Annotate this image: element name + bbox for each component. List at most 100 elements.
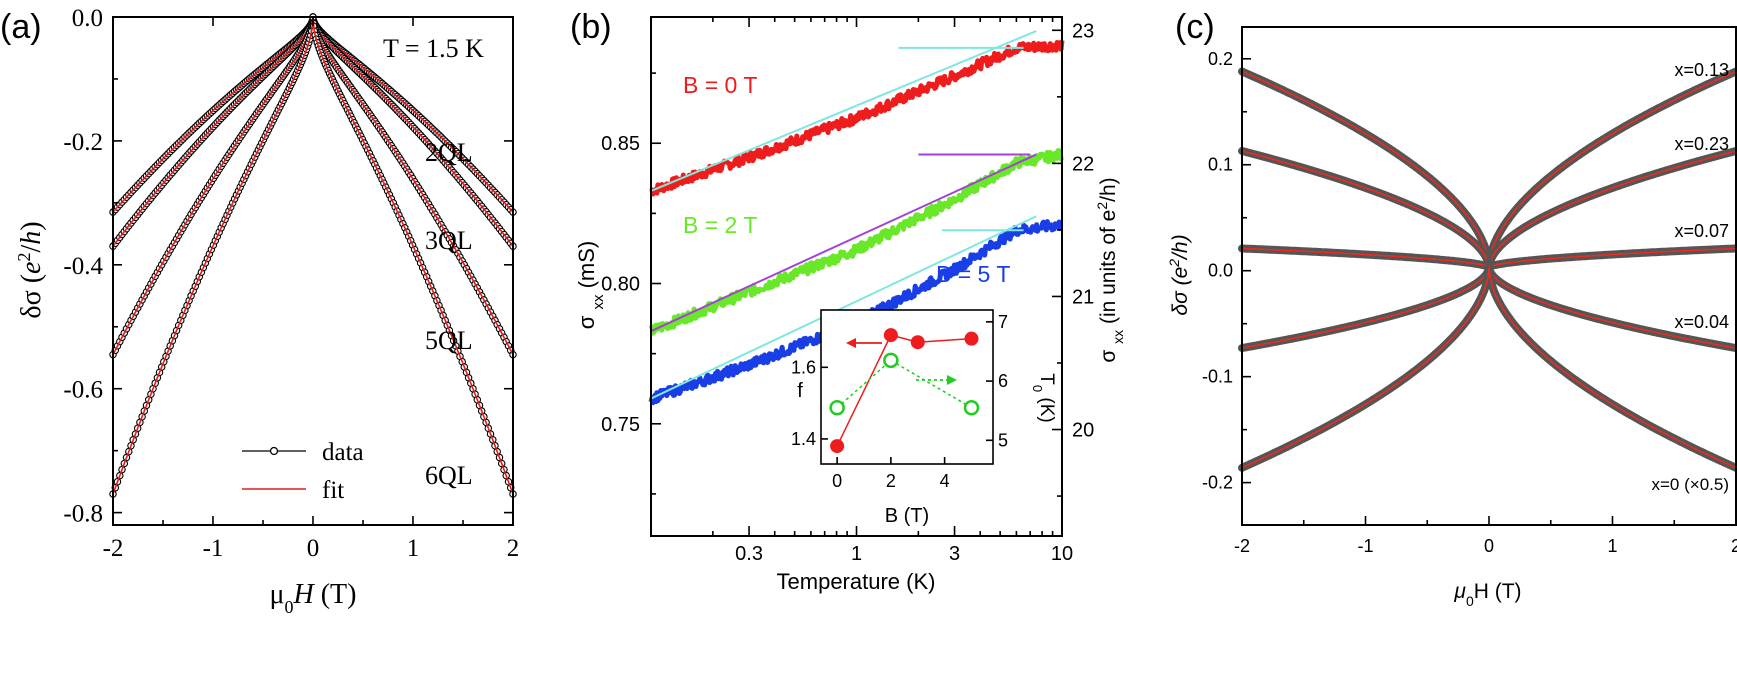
y-tick-label: -0.2 <box>1202 473 1233 493</box>
panel-c-ticks: -2 -1 0 1 2 0.2 0.1 0.0 -0.1 -0.2 <box>1202 49 1737 556</box>
series-label-c023: x=0.23 <box>1674 134 1729 154</box>
y-tick-label: -0.8 <box>63 501 103 528</box>
right-y-tick-label: 21 <box>1072 286 1094 308</box>
legend-fit-label: fit <box>322 477 344 504</box>
y-tick-label: -0.6 <box>63 377 103 404</box>
panel-c-label: (c) <box>1175 8 1215 46</box>
series-c4-data <box>1238 267 1737 472</box>
panel-a-ticks: -2 -1 0 1 2 0.0 -0.2 -0.4 -0.6 -0.8 <box>63 5 519 562</box>
x-tick-label: 1 <box>1607 536 1617 556</box>
legend-data-label: data <box>322 439 364 466</box>
panel-c-x-axis-label: μ0H (T) <box>1453 580 1521 609</box>
series-label-b5: B = 5 T <box>936 261 1010 287</box>
inset-x-axis-label: B (T) <box>885 505 929 527</box>
inset-y-axis-label: f <box>797 380 803 402</box>
panel-c: (c) -2 -1 0 1 2 0.2 0.1 0.0 -0.1 -0.2 x=0.13 x=0.… <box>1166 8 1737 609</box>
inset-right-y-tick-label: 6 <box>998 371 1008 391</box>
panel-c-y-axis-label: δσ (e2/h) <box>1166 234 1192 315</box>
series-label-6ql: 6QL <box>425 461 473 490</box>
panel-b-right-axis-label: σ xx (in units of e2/h) <box>1094 177 1126 362</box>
inset-t0-line <box>836 359 972 409</box>
x-tick-label: 0 <box>1484 536 1494 556</box>
series-label-3ql: 3QL <box>425 226 473 255</box>
inset-f-point <box>910 335 925 350</box>
inset-right-arrowhead <box>947 375 957 385</box>
inset-content: 0 2 4 1.4 1.6 5 6 7 <box>791 312 1008 491</box>
inset-y-tick-label: 1.4 <box>791 429 816 449</box>
y-tick-label: 0.1 <box>1208 155 1233 175</box>
right-y-tick-label: 20 <box>1072 420 1094 442</box>
fit-line-b0 <box>650 30 1037 192</box>
right-y-tick-label: 23 <box>1072 20 1094 42</box>
series-b1-data <box>648 148 1065 336</box>
inset-right-y-tick-label: 5 <box>998 430 1008 450</box>
panel-a: (a) -2 -1 0 1 2 0.0 -0.2 -0.4 -0.6 -0.8 T = 1.5 K… <box>0 5 519 617</box>
panel-b-label: (b) <box>570 8 612 46</box>
inset-t0-point <box>829 399 845 416</box>
inset-f-point <box>964 331 979 346</box>
fit-line-b2 <box>650 215 1037 400</box>
x-tick-label: -1 <box>1357 536 1373 556</box>
inset-y-tick-label: 1.6 <box>791 357 816 377</box>
panel-a-label: (a) <box>0 8 42 46</box>
y-tick-label: 0.0 <box>1208 261 1233 281</box>
x-tick-label: 0.3 <box>735 543 763 565</box>
series-label-b0: B = 0 T <box>683 72 757 98</box>
x-tick-label: -2 <box>103 535 124 562</box>
series-label-2ql: 2QL <box>425 138 473 167</box>
panel-a-legend: data fit <box>242 439 364 504</box>
y-tick-label: 0.80 <box>601 274 640 296</box>
inset-f-line <box>836 334 972 447</box>
y-tick-label: -0.1 <box>1202 367 1233 387</box>
series-5ql-markers <box>109 13 517 359</box>
legend-data-marker <box>269 446 279 456</box>
y-tick-label: 0.75 <box>601 414 640 436</box>
x-tick-label: 2 <box>1731 536 1737 556</box>
series-b1-line <box>648 148 1065 336</box>
x-tick-label: 3 <box>949 543 960 565</box>
panel-a-temperature-annotation: T = 1.5 K <box>383 34 484 63</box>
x-tick-label: 0 <box>307 535 320 562</box>
x-tick-label: 1 <box>407 535 420 562</box>
y-tick-label: -0.2 <box>63 129 103 156</box>
x-tick-label: 10 <box>1051 543 1073 565</box>
panel-a-x-axis-label: μ0H (T) <box>269 579 356 617</box>
inset-f-point <box>830 439 845 454</box>
series-label-c004: x=0.04 <box>1674 312 1729 332</box>
inset-right-y-tick-label: 7 <box>998 312 1008 332</box>
y-tick-label: 0.2 <box>1208 49 1233 69</box>
panel-a-frame <box>112 16 514 526</box>
series-5ql-fit-line <box>112 16 514 355</box>
x-tick-label: 2 <box>507 535 520 562</box>
panel-b-x-axis-label: Temperature (K) <box>777 569 936 594</box>
inset-right-axis-label: T0 (K) <box>1031 373 1058 422</box>
fit-line-b1 <box>650 153 1037 333</box>
series-b0-line <box>649 40 1065 197</box>
series-label-5ql: 5QL <box>425 326 473 355</box>
x-tick-label: -2 <box>1234 536 1250 556</box>
series-c4-fit-line <box>1241 267 1737 469</box>
panel-b-inset: 0 2 4 1.4 1.6 5 6 7 B (T) f T0 (K) <box>791 309 1058 527</box>
series-label-c0: x=0 (×0.5) <box>1652 475 1730 494</box>
y-tick-label: -0.4 <box>63 253 103 280</box>
inset-t0-point <box>883 352 899 369</box>
right-y-tick-label: 22 <box>1072 153 1094 175</box>
inset-left-arrowhead <box>846 338 856 348</box>
y-tick-label: 0.0 <box>72 5 103 32</box>
series-b0-data <box>649 40 1065 197</box>
panel-a-y-axis-label: δσ (e2/h) <box>14 221 47 318</box>
inset-x-tick-label: 0 <box>832 471 842 491</box>
panel-c-curves <box>1238 67 1737 472</box>
panel-a-curves <box>109 13 517 498</box>
inset-x-tick-label: 4 <box>940 471 950 491</box>
series-6ql-fit-line <box>112 16 514 495</box>
y-tick-label: 0.85 <box>601 133 640 155</box>
inset-x-tick-label: 2 <box>886 471 896 491</box>
series-label-b2: B = 2 T <box>683 212 757 238</box>
inset-frame <box>820 309 994 465</box>
series-label-c007: x=0.07 <box>1674 221 1729 241</box>
inset-f-point <box>883 328 898 343</box>
x-tick-label: 1 <box>851 543 862 565</box>
